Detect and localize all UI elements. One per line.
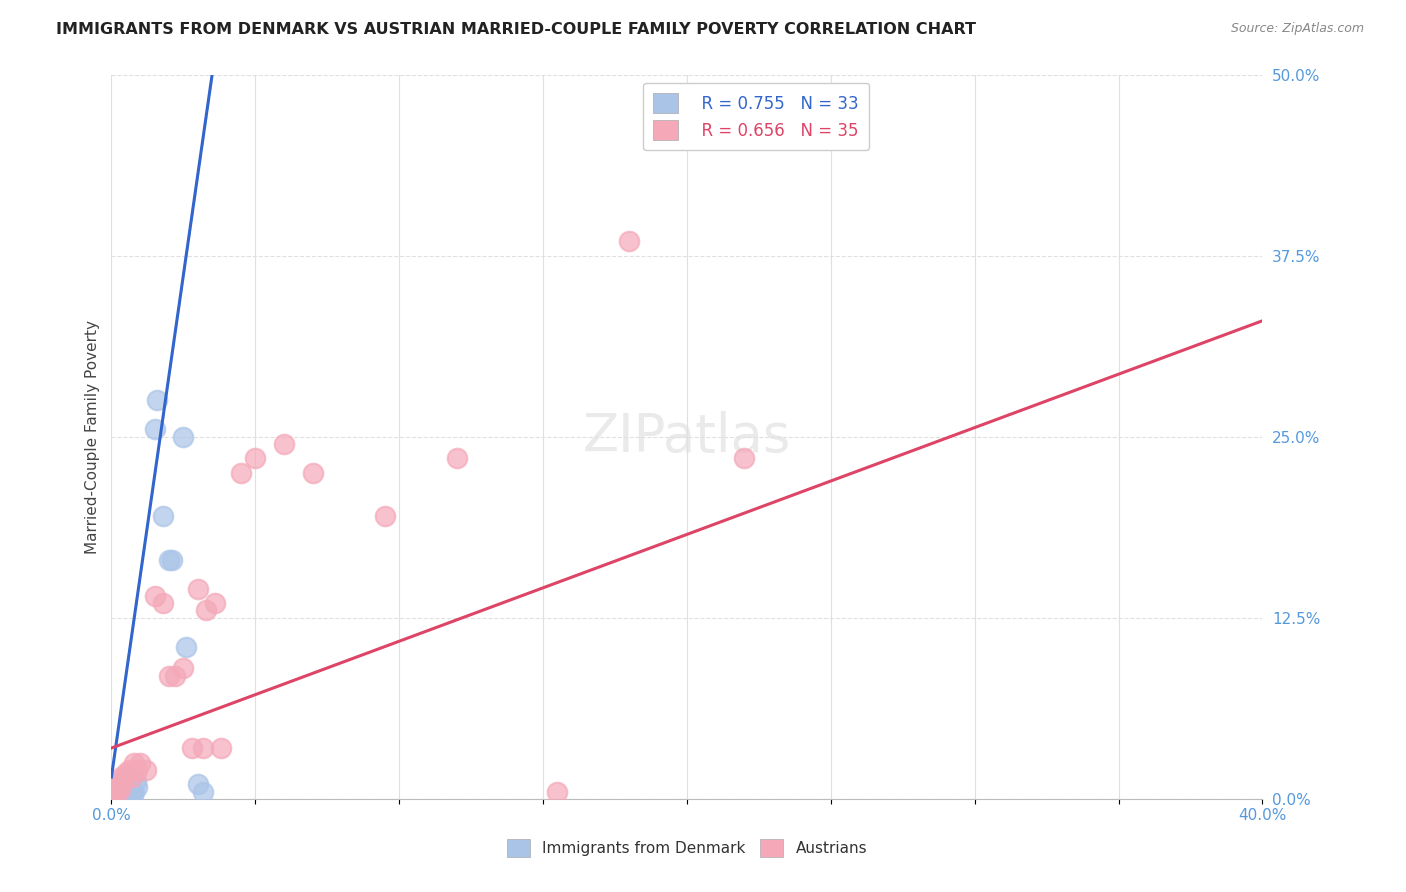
Point: [118, 783, 141, 797]
Point: [110, 770, 132, 784]
Point: [103, 786, 125, 800]
Point: [245, 451, 267, 466]
Point: [124, 784, 146, 798]
Point: [105, 784, 128, 798]
Point: [127, 780, 149, 794]
Point: [103, 784, 125, 798]
Text: IMMIGRANTS FROM DENMARK VS AUSTRIAN MARRIED-COUPLE FAMILY POVERTY CORRELATION CH: IMMIGRANTS FROM DENMARK VS AUSTRIAN MARR…: [56, 22, 976, 37]
Point: [193, 741, 215, 756]
Point: [302, 466, 325, 480]
Point: [118, 763, 141, 777]
Point: [195, 603, 218, 617]
Point: [107, 784, 129, 798]
Point: [124, 756, 146, 770]
Point: [115, 786, 138, 800]
Point: [187, 777, 209, 791]
Point: [143, 422, 166, 436]
Point: [157, 668, 180, 682]
Point: [107, 777, 129, 791]
Point: [163, 668, 186, 682]
Point: [114, 770, 136, 784]
Point: [111, 780, 134, 794]
Point: [110, 788, 132, 802]
Point: [112, 788, 135, 802]
Point: [181, 741, 204, 756]
Point: [174, 640, 197, 654]
Point: [121, 786, 143, 800]
Point: [204, 596, 226, 610]
Point: [107, 781, 129, 796]
Y-axis label: Married-Couple Family Poverty: Married-Couple Family Poverty: [86, 319, 100, 554]
Point: [105, 777, 128, 791]
Point: [446, 451, 468, 466]
Point: [101, 788, 124, 802]
Point: [374, 509, 396, 524]
Point: [619, 234, 641, 248]
Point: [121, 770, 143, 784]
Point: [105, 788, 128, 802]
Point: [146, 393, 169, 408]
Text: ZIPatlas: ZIPatlas: [582, 410, 792, 463]
Point: [125, 774, 148, 789]
Point: [273, 437, 295, 451]
Point: [193, 784, 215, 798]
Point: [111, 774, 134, 789]
Point: [546, 784, 568, 798]
Point: [157, 553, 180, 567]
Point: [187, 582, 209, 596]
Point: [114, 765, 136, 780]
Point: [129, 756, 152, 770]
Point: [229, 466, 252, 480]
Point: [104, 780, 127, 794]
Legend:   R = 0.755   N = 33,   R = 0.656   N = 35: R = 0.755 N = 33, R = 0.656 N = 35: [643, 83, 869, 150]
Point: [135, 763, 157, 777]
Point: [111, 784, 134, 798]
Point: [734, 451, 756, 466]
Point: [104, 786, 127, 800]
Point: [172, 430, 194, 444]
Point: [152, 596, 174, 610]
Point: [143, 589, 166, 603]
Point: [152, 509, 174, 524]
Point: [101, 789, 124, 803]
Point: [127, 763, 149, 777]
Point: [172, 661, 194, 675]
Point: [120, 777, 142, 791]
Point: [108, 783, 131, 797]
Point: [209, 741, 232, 756]
Point: [103, 780, 125, 794]
Point: [108, 786, 131, 800]
Text: Source: ZipAtlas.com: Source: ZipAtlas.com: [1230, 22, 1364, 36]
Point: [160, 553, 183, 567]
Point: [108, 774, 131, 789]
Point: [122, 788, 145, 802]
Point: [104, 783, 127, 797]
